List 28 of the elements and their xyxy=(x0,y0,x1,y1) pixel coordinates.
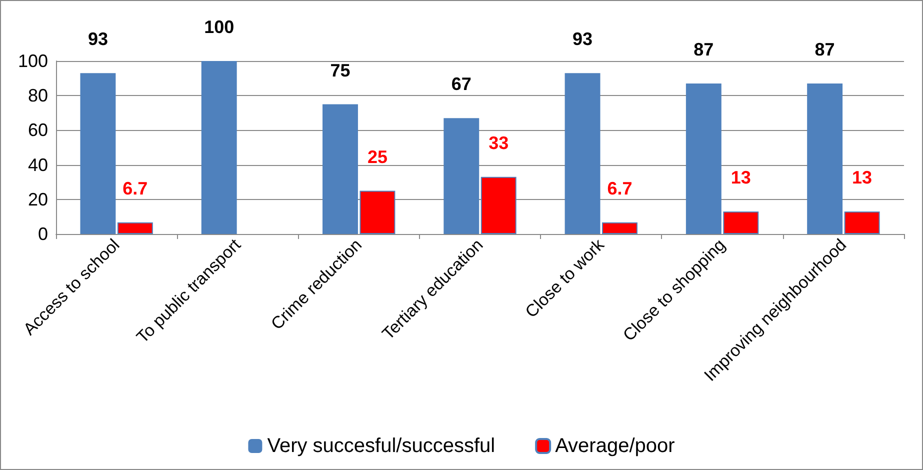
data-label: 87 xyxy=(814,39,835,60)
legend-label: Very succesful/successful xyxy=(267,435,496,457)
data-label: 100 xyxy=(204,17,234,37)
data-label: 25 xyxy=(367,146,388,167)
y-tick-label: 80 xyxy=(28,86,48,106)
y-tick-label: 20 xyxy=(28,189,48,210)
legend-label: Average/poor xyxy=(555,435,676,457)
y-tick-label: 40 xyxy=(28,154,48,175)
data-label: 6.7 xyxy=(122,178,148,198)
bar xyxy=(117,222,153,234)
bar xyxy=(201,61,237,234)
data-label: 33 xyxy=(488,132,509,153)
data-label: 6.7 xyxy=(607,178,632,198)
bar xyxy=(80,73,116,234)
bar xyxy=(444,118,480,234)
bar xyxy=(480,176,516,234)
data-label: 75 xyxy=(330,60,350,80)
bar xyxy=(807,83,843,234)
data-label: 13 xyxy=(852,168,872,188)
data-label: 93 xyxy=(88,29,108,50)
data-label: 67 xyxy=(451,74,472,94)
y-tick-label: 0 xyxy=(38,224,48,244)
y-tick-label: 60 xyxy=(28,120,48,140)
data-label: 93 xyxy=(572,29,593,50)
data-label: 87 xyxy=(694,39,714,60)
bar xyxy=(844,212,880,234)
y-tick-label: 100 xyxy=(18,51,48,71)
data-label: 13 xyxy=(730,168,751,188)
